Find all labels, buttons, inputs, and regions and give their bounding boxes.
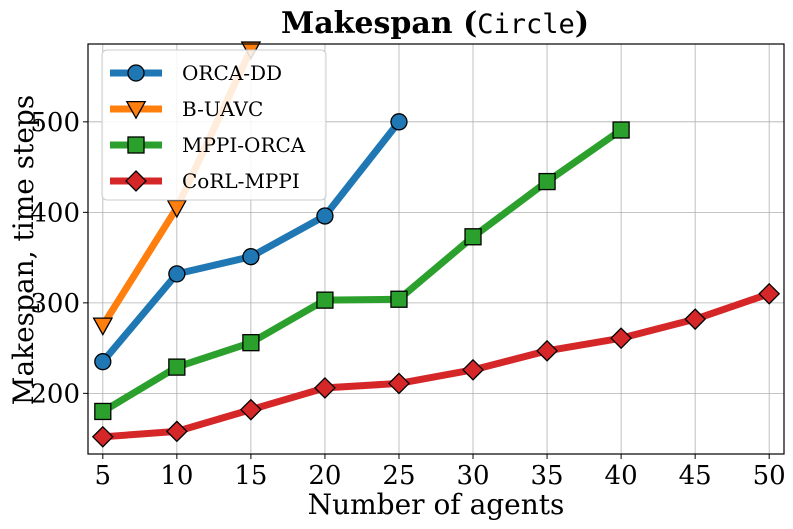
data-point-mppi-orca <box>464 228 482 246</box>
data-point-orca-dd <box>242 248 260 266</box>
legend-marker <box>125 100 147 120</box>
x-axis-ticks: 5 10 15 20 25 30 35 40 45 50 <box>95 454 786 491</box>
data-point-corl-mppi <box>462 358 484 381</box>
legend-marker <box>127 64 145 82</box>
data-point-mppi-orca <box>94 402 112 421</box>
legend-label: ORCA-DD <box>182 61 282 85</box>
chart-title-main: Makespan <box>281 6 453 41</box>
data-point-orca-dd <box>94 353 112 371</box>
series-line-mppi-orca <box>101 127 624 415</box>
x-tick-label: 30 <box>456 461 489 491</box>
data-point-orca-dd <box>316 207 334 225</box>
data-point-corl-mppi <box>610 327 633 350</box>
data-point-mppi-orca <box>538 172 556 191</box>
legend: ORCA-DD B-UAVC MPPI-ORCA CoRL-MPPI <box>101 49 327 201</box>
x-axis-label: Number of agents <box>308 488 565 521</box>
data-point-corl-mppi <box>758 282 781 305</box>
plot-frame <box>87 43 785 455</box>
data-point-corl-mppi <box>314 377 336 399</box>
legend-label: B-UAVC <box>182 97 263 121</box>
data-point-corl-mppi <box>536 339 558 362</box>
y-tick-label: 300 <box>30 289 80 319</box>
data-point-mppi-orca <box>612 121 630 139</box>
x-tick-label: 15 <box>234 461 267 491</box>
data-point-corl-mppi <box>91 425 114 448</box>
x-tick-label: 10 <box>160 461 193 491</box>
y-tick-label: 500 <box>30 108 80 138</box>
data-point-orca-dd <box>390 113 408 131</box>
legend-marker <box>127 136 145 154</box>
data-point-b-uavc <box>92 317 114 337</box>
x-tick-label: 5 <box>95 461 112 491</box>
legend-label: MPPI-ORCA <box>182 133 306 157</box>
data-point-mppi-orca <box>242 334 260 352</box>
y-tick-label: 400 <box>30 198 80 228</box>
data-point-mppi-orca <box>168 358 186 376</box>
x-tick-label: 35 <box>531 461 564 491</box>
chart-title-suffix: Circle <box>477 9 575 40</box>
chart-title: Makespan (Circle) <box>281 6 589 41</box>
y-axis-ticks: 200 300 400 500 <box>30 108 88 409</box>
x-tick-label: 25 <box>382 461 415 491</box>
series-line-corl-mppi <box>102 290 771 441</box>
x-tick-label: 20 <box>308 461 341 491</box>
x-tick-label: 40 <box>605 461 638 491</box>
data-point-orca-dd <box>168 265 186 283</box>
data-point-mppi-orca <box>390 290 408 308</box>
data-point-mppi-orca <box>316 291 334 309</box>
y-tick-label: 200 <box>30 379 80 409</box>
data-point-corl-mppi <box>388 372 410 395</box>
grid <box>88 44 784 454</box>
data-point-corl-mppi <box>165 420 188 443</box>
x-tick-label: 45 <box>679 461 712 491</box>
data-point-corl-mppi <box>684 308 707 331</box>
data-point-corl-mppi <box>239 398 262 421</box>
legend-marker <box>125 170 147 192</box>
legend-box <box>101 49 327 201</box>
x-tick-label: 50 <box>753 461 786 491</box>
y-axis-label: Makespan, time steps <box>7 95 40 405</box>
legend-label: CoRL-MPPI <box>182 169 300 193</box>
